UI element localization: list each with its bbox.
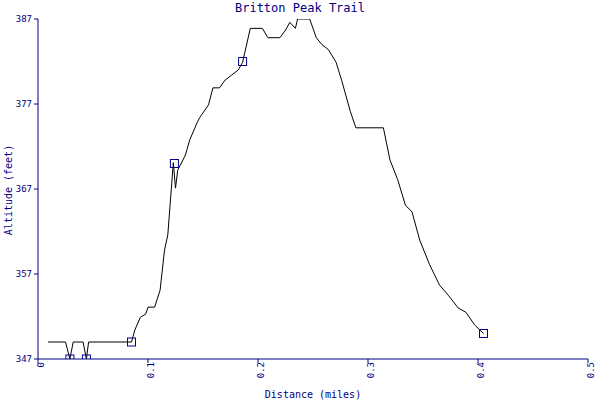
svg-text:387: 387 — [16, 14, 32, 24]
svg-text:377: 377 — [16, 99, 32, 109]
svg-text:0.3: 0.3 — [366, 362, 376, 378]
svg-text:0.5: 0.5 — [586, 362, 592, 378]
svg-text:0.1: 0.1 — [146, 362, 156, 378]
svg-text:0: 0 — [36, 362, 46, 367]
svg-text:0.4: 0.4 — [476, 362, 486, 378]
svg-text:Distance (miles): Distance (miles) — [265, 389, 361, 400]
svg-text:0.2: 0.2 — [256, 362, 266, 378]
svg-text:347: 347 — [16, 354, 32, 364]
html-text:Altitude (feet): Altitude (feet) — [2, 144, 14, 236]
html-text:Britton Peak Trail: Britton Peak Trail — [235, 1, 365, 15]
svg-text:367: 367 — [16, 184, 32, 194]
svg-text:357: 357 — [16, 269, 32, 279]
